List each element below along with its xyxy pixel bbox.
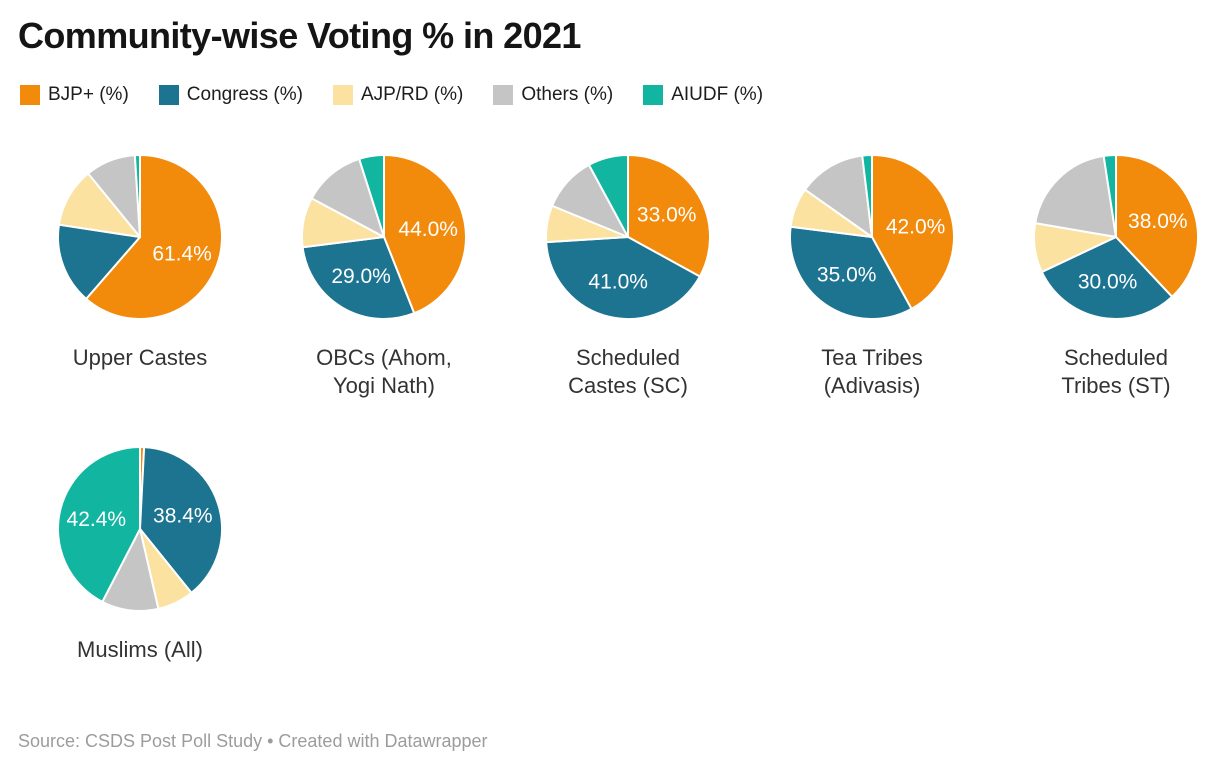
legend-item: AIUDF (%) (643, 84, 763, 106)
page-title: Community-wise Voting % in 2021 (18, 15, 581, 56)
pie-category-label: Upper Castes (72, 345, 208, 371)
chart-container: Community-wise Voting % in 2021 BJP+ (%)… (18, 15, 1220, 664)
pie-grid-row-1: 61.4% Upper Castes 44.0% 29.0% OBCs (Ahom, Y… (18, 153, 1220, 400)
legend-label: AJP/RD (%) (360, 84, 464, 106)
legend-swatch (643, 85, 664, 106)
legend-swatch (158, 85, 179, 106)
pie-slice-bjp+- (627, 154, 711, 278)
pie-slice-bjp+- (85, 154, 223, 321)
pie-slice-aiudf- (56, 446, 141, 604)
slice-label: 29.0% (331, 265, 391, 288)
pie-category-label: Tea Tribes (Adivasis) (821, 345, 923, 399)
pie-category-label: Scheduled Tribes (ST) (1061, 345, 1171, 399)
source-attribution: Source: CSDS Post Poll Study • Created w… (18, 731, 488, 751)
pie-slice-bjp+- (383, 154, 467, 315)
pie-slice-bjp+- (1115, 154, 1199, 298)
pie-chart: 38.4% 42.4% (56, 446, 223, 613)
slice-label: 33.0% (637, 204, 697, 227)
legend-swatch (493, 85, 514, 106)
slice-label: 61.4% (152, 242, 212, 265)
pie-chart: 38.0% 30.0% (1033, 154, 1199, 321)
pie-category-label: OBCs (Ahom, Yogi Nath) (316, 345, 452, 399)
pie-chart: 61.4% (57, 154, 223, 321)
legend-item: BJP+ (%) (20, 84, 129, 106)
slice-label: 38.0% (1128, 210, 1188, 233)
pie-slice-congress- (789, 225, 913, 321)
legend-item: AJP/RD (%) (332, 84, 464, 106)
pie-slice-congress- (545, 236, 701, 321)
slice-label: 35.0% (817, 264, 877, 287)
pie-slice-aiudf- (1102, 154, 1117, 239)
legend-item: Congress (%) (158, 84, 303, 106)
slice-label: 42.0% (886, 215, 946, 238)
pie-slice-aiudf- (358, 154, 385, 239)
legend-label: AIUDF (%) (671, 84, 764, 106)
pie-cell: 61.4% Upper Castes (18, 153, 262, 400)
pie-slice-bjp+- (871, 154, 955, 311)
pie-slice-others- (310, 158, 385, 239)
legend-label: BJP+ (%) (48, 84, 129, 106)
pie-chart: 44.0% 29.0% (301, 154, 467, 321)
slice-label: 44.0% (398, 218, 458, 241)
slice-label: 41.0% (588, 271, 648, 294)
pie-slice-aiudf- (587, 154, 629, 239)
pie-slice-congress- (301, 236, 416, 321)
pie-slice-congress- (139, 446, 223, 595)
pie-cell: 33.0% 41.0% Scheduled Castes (SC) (506, 153, 750, 400)
pie-slice-others- (804, 154, 873, 239)
pie-slice-congress- (57, 223, 141, 301)
legend: BJP+ (%) Congress (%) AJP/RD (%) Others (%)… (18, 84, 1202, 106)
pie-cell: 38.0% 30.0% Scheduled Tribes (ST) (994, 153, 1220, 400)
pie-cell: 38.4% 42.4% Muslims (All) (18, 445, 262, 664)
pie-category-label: Scheduled Castes (SC) (568, 345, 688, 399)
pie-slice-aiudf- (133, 154, 141, 239)
legend-label: Congress (%) (186, 84, 303, 106)
legend-swatch (332, 85, 353, 106)
slice-label: 38.4% (153, 505, 213, 528)
pie-category-label: Muslims (All) (77, 637, 203, 663)
legend-swatch (20, 85, 40, 106)
pie-slice-others- (1034, 155, 1117, 239)
pie-chart: 42.0% 35.0% (789, 154, 955, 321)
pie-cell: 42.0% 35.0% Tea Tribes (Adivasis) (750, 153, 994, 400)
legend-item: Others (%) (493, 84, 613, 106)
pie-grid-row-2: 38.4% 42.4% Muslims (All) (18, 445, 1220, 664)
pie-chart: 33.0% 41.0% (545, 154, 711, 321)
pie-cell: 44.0% 29.0% OBCs (Ahom, Yogi Nath) (262, 153, 506, 400)
slice-label: 30.0% (1078, 271, 1138, 294)
pie-slice-aiudf- (861, 154, 873, 239)
legend-label: Others (%) (521, 84, 614, 106)
slice-label: 42.4% (67, 508, 127, 531)
